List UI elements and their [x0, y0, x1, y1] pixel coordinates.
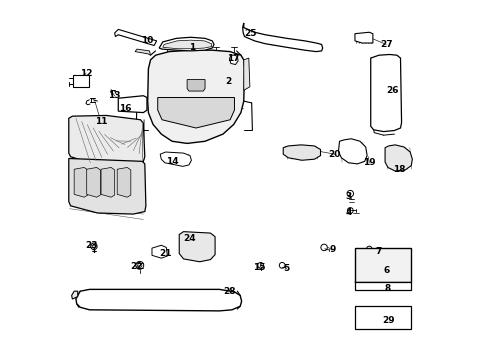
- Text: 24: 24: [183, 234, 196, 243]
- Polygon shape: [283, 145, 320, 160]
- Text: 20: 20: [328, 150, 340, 159]
- Polygon shape: [76, 289, 241, 311]
- Text: 7: 7: [375, 247, 382, 256]
- Text: 2: 2: [225, 77, 231, 86]
- Polygon shape: [101, 167, 115, 197]
- Text: 21: 21: [159, 249, 171, 258]
- Polygon shape: [69, 158, 145, 214]
- Text: 4: 4: [345, 208, 351, 217]
- Polygon shape: [338, 139, 366, 164]
- Polygon shape: [354, 248, 410, 282]
- Polygon shape: [370, 54, 401, 132]
- Polygon shape: [72, 291, 78, 299]
- Text: 3: 3: [345, 192, 351, 201]
- Polygon shape: [147, 50, 244, 143]
- Text: 13: 13: [108, 91, 121, 100]
- Text: 15: 15: [253, 264, 265, 273]
- Text: 28: 28: [223, 287, 235, 296]
- Text: 25: 25: [244, 29, 257, 38]
- Text: 6: 6: [382, 266, 388, 275]
- Text: 9: 9: [328, 246, 335, 255]
- Polygon shape: [354, 306, 410, 329]
- Polygon shape: [118, 96, 147, 113]
- Polygon shape: [354, 32, 372, 43]
- Text: 29: 29: [382, 316, 394, 325]
- Text: 23: 23: [84, 241, 97, 250]
- Polygon shape: [86, 100, 90, 105]
- Polygon shape: [115, 30, 156, 45]
- Polygon shape: [86, 167, 100, 197]
- Text: 26: 26: [385, 86, 398, 95]
- Text: 17: 17: [226, 54, 239, 63]
- Polygon shape: [242, 23, 322, 51]
- Polygon shape: [384, 145, 411, 171]
- Text: 5: 5: [283, 265, 289, 274]
- Text: 27: 27: [379, 40, 392, 49]
- Polygon shape: [135, 49, 150, 55]
- Polygon shape: [163, 40, 211, 49]
- Polygon shape: [152, 245, 167, 258]
- Polygon shape: [179, 231, 215, 262]
- Text: 14: 14: [165, 157, 178, 166]
- Polygon shape: [74, 167, 88, 197]
- Polygon shape: [244, 58, 249, 90]
- Text: 16: 16: [119, 104, 131, 113]
- Text: 18: 18: [392, 165, 405, 174]
- Polygon shape: [160, 152, 191, 166]
- Text: 8: 8: [383, 284, 389, 293]
- Text: 10: 10: [141, 36, 153, 45]
- Polygon shape: [229, 55, 238, 64]
- Polygon shape: [354, 282, 410, 291]
- Polygon shape: [69, 116, 144, 165]
- Polygon shape: [187, 80, 204, 91]
- Polygon shape: [159, 37, 214, 51]
- Text: 19: 19: [362, 158, 375, 167]
- Text: 12: 12: [80, 69, 92, 78]
- Text: 1: 1: [189, 43, 195, 52]
- Text: 22: 22: [130, 262, 142, 271]
- Polygon shape: [117, 167, 131, 197]
- Text: 11: 11: [95, 117, 107, 126]
- Bar: [73, 75, 89, 87]
- Polygon shape: [158, 98, 234, 128]
